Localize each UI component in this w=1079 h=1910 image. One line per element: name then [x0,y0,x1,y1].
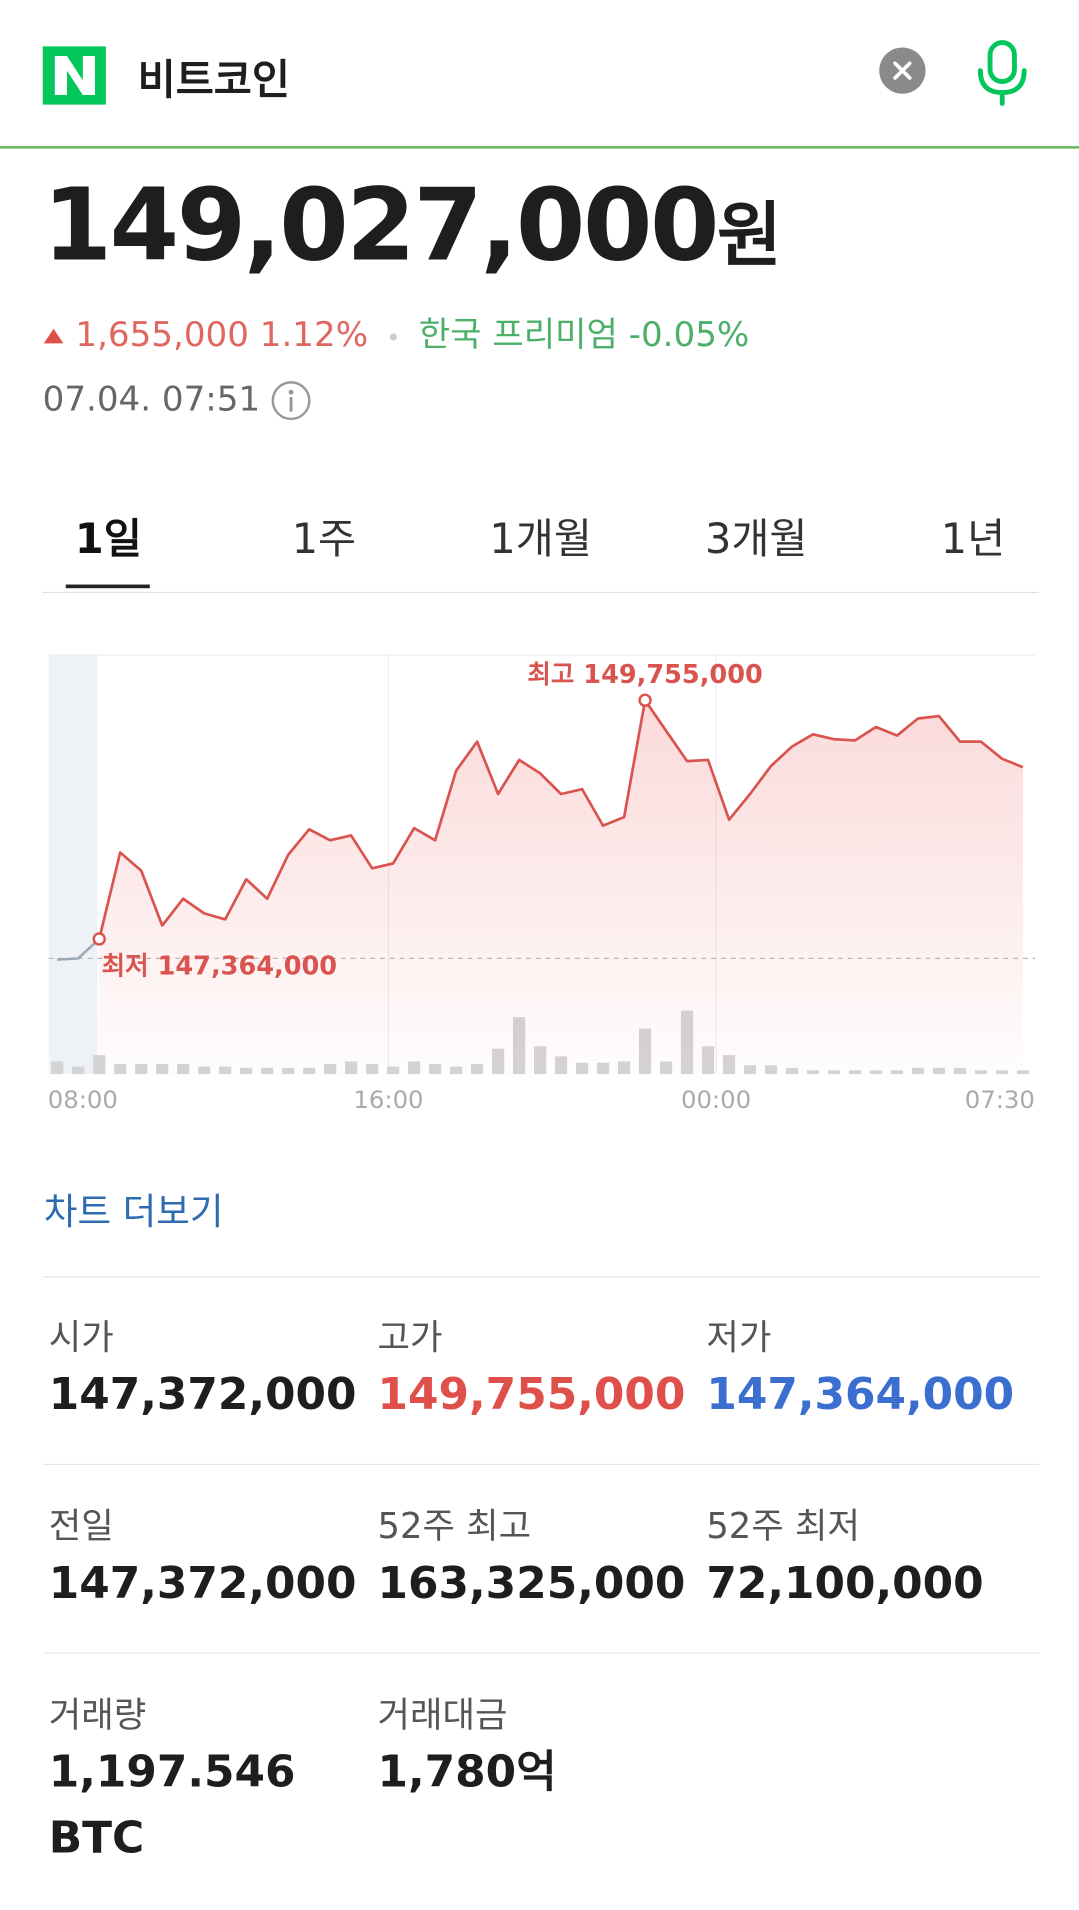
timestamp: 07.04. 07:51 [42,378,261,419]
tab[interactable]: 1년 [940,515,1006,564]
tab[interactable]: 1개월 [489,515,592,564]
separator [42,1652,1039,1654]
pre-session-band [48,655,98,1075]
stat-label: 고가 [377,1316,443,1358]
separator [42,1276,1039,1278]
price: 149,027,000원 [42,168,782,284]
stat-label: 저가 [706,1316,772,1358]
separator [42,1463,1039,1466]
tab[interactable]: 1주 [291,515,357,564]
voice-search-button[interactable] [974,39,1030,107]
premium: 한국 프리미엄 -0.05% [418,314,750,355]
price-change: 1,655,000 1.12% [75,314,369,355]
chart: 최고 149,755,000 최저 147,364,000 08:00 16:00 00… [48,654,1036,1114]
stat-label: 시가 [48,1316,114,1358]
stat-value: 1,780억 [377,1747,557,1798]
tab-separator [42,591,1039,594]
x-tick-label: 00:00 [681,1085,751,1114]
price-line [97,698,1024,940]
price-area [99,700,1023,1075]
low-marker [92,932,106,946]
naver-logo[interactable] [42,46,106,105]
header-border [0,146,1079,149]
up-arrow [43,328,64,344]
search-query[interactable]: 비트코인 [137,56,290,105]
stat-value: 149,755,000 [377,1370,686,1420]
stat-value: 147,372,000 [48,1370,357,1420]
tab[interactable]: 3개월 [704,515,808,564]
stat-label: 거래량 [48,1693,147,1736]
volume-bar [51,1061,64,1075]
volume-bar [72,1066,85,1075]
pre-session-line [57,938,101,961]
stat-value: 72,100,000 [706,1558,984,1609]
tab[interactable]: 1일 [74,515,142,564]
stat-label: 전일 [48,1505,114,1547]
price-unit: 원 [717,193,782,277]
stat-label: 52주 최고 [377,1505,532,1547]
x-tick-label: 08:00 [48,1085,118,1114]
stat-label: 52주 최저 [706,1505,860,1547]
price-change-row: 1,655,000 1.12% • 한국 프리미엄 -0.05% [43,308,750,357]
stat-value: 147,372,000 [48,1558,357,1609]
clear-button[interactable] [878,46,927,95]
info-icon[interactable] [270,380,311,421]
stat-value: 1,197.546 BTC [48,1747,296,1864]
more-chart-link[interactable]: 차트 더보기 [43,1191,224,1234]
high-label: 최고 149,755,000 [527,660,762,690]
high-marker [638,693,652,707]
stat-value: 163,325,000 [377,1558,686,1609]
price-value: 149,027,000 [42,168,720,284]
stat-label: 거래대금 [377,1693,508,1736]
tab-indicator [65,584,150,589]
x-tick-label: 16:00 [353,1085,423,1114]
low-label: 최저 147,364,000 [102,951,337,981]
x-tick-label: 07:30 [965,1085,1035,1114]
stat-value: 147,364,000 [706,1370,1015,1420]
